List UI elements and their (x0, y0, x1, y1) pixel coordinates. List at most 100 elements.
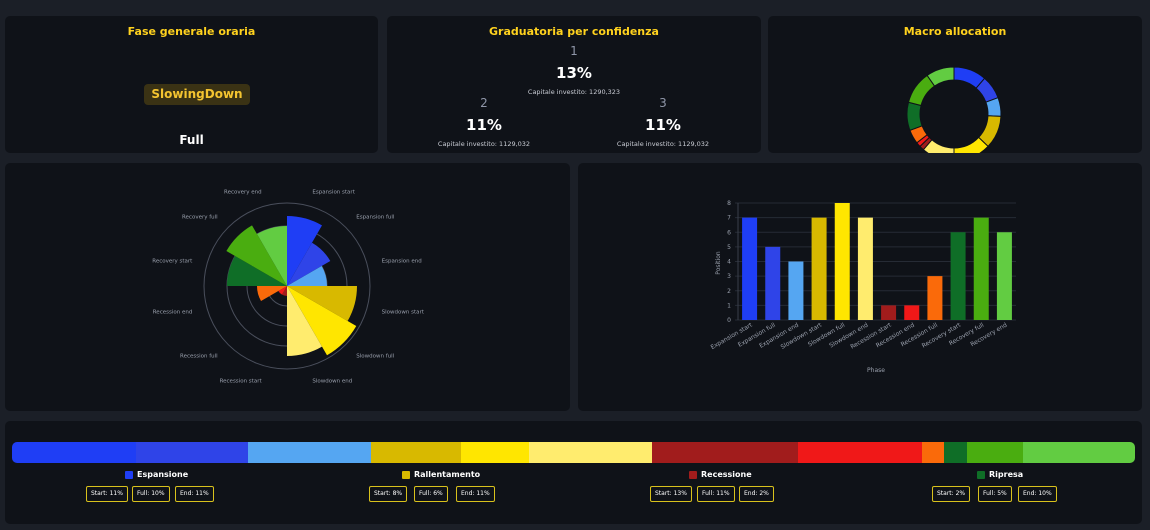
macro-donut-chart (906, 66, 1002, 153)
rank-2-capital: Capitale investito: 1129,032 (437, 140, 531, 148)
allocation-segment-expansion-start[interactable] (12, 442, 136, 463)
polar-segment-expansion-start[interactable] (287, 216, 322, 286)
allocation-segment-slowdown-start[interactable] (371, 442, 462, 463)
bar-y-tick: 1 (727, 302, 731, 309)
legend-ripresa[interactable]: Ripresa (977, 470, 1023, 479)
bar-slowdown-start[interactable] (811, 217, 827, 320)
bar-expansion-end[interactable] (788, 261, 804, 321)
legend-ripresa-swatch (977, 470, 985, 479)
polar-segment-slowdown-end[interactable] (287, 286, 322, 356)
recessione-full: Full: 11% (697, 486, 735, 502)
ripresa-end: End: 10% (1018, 486, 1057, 502)
polar-segment-recession-start[interactable] (282, 286, 287, 296)
bar-y-tick: 8 (727, 200, 731, 207)
allocation-segment-recovery-full[interactable] (966, 442, 1023, 463)
rank-1-number: 1 (570, 44, 578, 58)
polar-segment-recovery-full[interactable] (226, 225, 287, 286)
polar-label-recovery-start: Recovery start (152, 259, 193, 265)
polar-label-expansion-end: Espansion end (382, 259, 422, 265)
espansione-start: Start: 11% (86, 486, 128, 502)
bar-expansion-full[interactable] (765, 246, 781, 320)
allocation-segment-expansion-end[interactable] (247, 442, 372, 463)
legend-espansione-swatch (125, 470, 133, 479)
rank-1: 1 13% Capitale investito: 1290,323 (494, 44, 654, 96)
allocation-segment-expansion-full[interactable] (135, 442, 248, 463)
polar-label-recession-full: Recession full (180, 353, 218, 359)
rank-2-percent: 11% (466, 116, 502, 134)
macro-card-title: Macro allocation (903, 25, 1007, 38)
legend-rallentamento[interactable]: Rallentamento (402, 470, 480, 479)
rank-3: 3 11% Capitale investito: 1129,032 (583, 96, 743, 148)
rallentamento-full: Full: 6% (414, 486, 448, 502)
phase-badge: SlowingDown (144, 84, 250, 105)
bar-recovery-start[interactable] (950, 232, 966, 320)
allocation-segment-slowdown-full[interactable] (461, 442, 529, 463)
bar-recovery-end[interactable] (996, 232, 1012, 320)
ripresa-full: Full: 5% (978, 486, 1012, 502)
polar-segment-slowdown-full[interactable] (287, 286, 357, 356)
bar-y-axis-label: Position (715, 251, 722, 275)
espansione-full: Full: 10% (132, 486, 170, 502)
legend-rallentamento-swatch (402, 470, 410, 479)
polar-segment-slowdown-start[interactable] (287, 286, 357, 321)
allocation-segment-recession-full[interactable] (798, 442, 922, 463)
recessione-start: Start: 13% (650, 486, 692, 502)
espansione-end: End: 11% (175, 486, 214, 502)
rank-1-percent: 13% (556, 64, 592, 82)
rank-2: 2 11% Capitale investito: 1129,032 (404, 96, 564, 148)
phase-card: Fase generale oraria SlowingDown Full (5, 16, 378, 153)
legend-ripresa-label: Ripresa (989, 470, 1024, 479)
polar-segment-expansion-end[interactable] (287, 266, 327, 286)
bar-recovery-full[interactable] (973, 217, 989, 320)
phase-card-title: Fase generale oraria (127, 25, 256, 38)
donut-slice-slowdown-full[interactable] (953, 136, 989, 153)
bar-card: 0 1 2 3 4 5 6 7 8 Expansion start Expansion full Ex… (578, 163, 1142, 411)
allocation-stacked-bar (12, 442, 1135, 463)
allocation-segment-recovery-start[interactable] (944, 442, 967, 463)
allocation-segment-recession-start[interactable] (652, 442, 799, 463)
bar-expansion-start[interactable] (742, 217, 758, 320)
polar-gridline (203, 202, 371, 370)
polar-segment-recession-end[interactable] (257, 286, 287, 301)
polar-segment-recovery-start[interactable] (227, 256, 287, 286)
legend-espansione-label: Espansione (137, 470, 189, 479)
legend-rallentamento-label: Rallentamento (414, 470, 481, 479)
polar-segment-recovery-end[interactable] (257, 226, 287, 286)
legend-espansione[interactable]: Espansione (125, 470, 188, 479)
bar-recession-start[interactable] (881, 305, 897, 320)
allocation-card (5, 421, 1142, 524)
allocation-segment-recovery-end[interactable] (1022, 442, 1135, 463)
polar-label-expansion-start: Espansion start (312, 189, 355, 195)
polar-label-recovery-end: Recovery end (224, 189, 262, 195)
bar-y-tick: 2 (727, 288, 731, 295)
bar-slowdown-full[interactable] (834, 203, 850, 320)
legend-recessione-swatch (689, 470, 697, 479)
bar-y-tick: 6 (727, 229, 731, 236)
bar-recession-full[interactable] (927, 276, 943, 320)
donut-slice-recovery-start[interactable] (906, 101, 923, 131)
rank-3-number: 3 (659, 96, 667, 110)
polar-label-slowdown-full: Slowdown full (356, 353, 394, 359)
rank-2-number: 2 (480, 96, 488, 110)
allocation-segment-slowdown-end[interactable] (528, 442, 653, 463)
ranking-card-title: Graduatoria per confidenza (489, 25, 659, 38)
legend-recessione[interactable]: Recessione (689, 470, 752, 479)
rank-3-capital: Capitale investito: 1129,032 (616, 140, 710, 148)
rallentamento-end: End: 11% (456, 486, 495, 502)
ripresa-start: Start: 2% (932, 486, 971, 502)
polar-card: Espansion start Espansion full Espansion e… (5, 163, 570, 411)
polar-segment-expansion-full[interactable] (287, 242, 331, 286)
bar-slowdown-end[interactable] (857, 217, 873, 320)
bar-y-tick: 0 (727, 317, 731, 324)
polar-label-recession-end: Recession end (153, 309, 193, 315)
bar-y-tick: 7 (727, 215, 731, 222)
rank-3-percent: 11% (645, 116, 681, 134)
polar-segment-recession-full[interactable] (278, 286, 287, 295)
donut-slice-recovery-end[interactable] (926, 66, 955, 87)
recessione-end: End: 2% (739, 486, 774, 502)
polar-label-recovery-full: Recovery full (182, 215, 218, 221)
allocation-segment-recession-end[interactable] (921, 442, 945, 463)
phase-level: Full (179, 133, 204, 147)
bar-recession-end[interactable] (904, 305, 920, 320)
